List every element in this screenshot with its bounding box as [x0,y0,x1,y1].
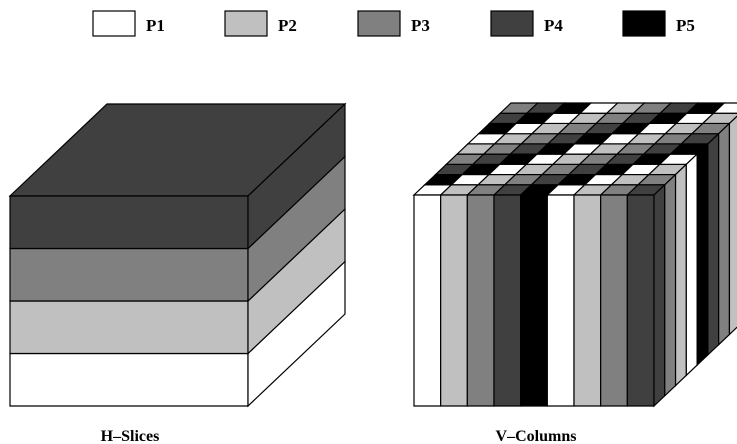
h-slices-caption: H–Slices [101,428,160,444]
v-column-side-strip [696,142,709,367]
h-slice-front-p3 [9,247,249,302]
h-slice-front-p4 [9,195,249,250]
h-slice-front-p1 [9,352,249,407]
v-column-side-strip [707,132,720,357]
v-column-front-p1 [546,194,575,407]
v-column-side-strip [685,152,698,377]
v-column-front-p3 [466,194,495,407]
v-columns-cube [412,102,737,408]
v-column-front-p1 [413,194,442,407]
v-column-top-cell [712,102,737,114]
legend-label-p3: P3 [411,16,430,35]
legend-swatch-p1 [92,10,136,37]
legend-label-p4: P4 [544,16,563,35]
legend: P1 P2 P3 P4 P5 [92,10,695,37]
legend-label-p5: P5 [676,16,695,35]
h-slice-front-p2 [9,300,249,355]
v-column-side-strip [653,183,666,408]
v-column-side-strip [728,115,737,336]
legend-swatch-p2 [224,10,268,37]
v-column-front-p2 [440,194,468,407]
v-column-side-strip [718,122,731,347]
v-columns-caption: V–Columns [496,428,577,444]
v-column-side-strip [664,173,677,398]
v-column-front-p4 [493,194,522,407]
legend-label-p1: P1 [146,16,165,35]
v-column-front-p2 [573,194,602,407]
h-slice-side-p4 [247,102,346,250]
legend-swatch-p3 [357,10,401,37]
v-column-top-cell [701,112,737,125]
v-column-front-p5 [520,194,548,407]
legend-label-p2: P2 [278,16,297,35]
legend-swatch-p5 [622,10,666,37]
v-column-front-p3 [600,194,628,407]
h-slices-cube [8,102,347,408]
legend-swatch-p4 [490,10,534,37]
v-column-side-strip [674,162,687,387]
v-column-front-p4 [626,194,655,407]
